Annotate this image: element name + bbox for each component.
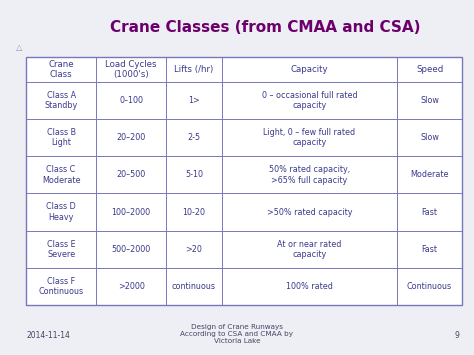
Text: Fast: Fast — [421, 208, 438, 217]
Text: >50% rated capacity: >50% rated capacity — [267, 208, 352, 217]
Text: Class C
Moderate: Class C Moderate — [42, 165, 80, 185]
Text: 5-10: 5-10 — [185, 170, 203, 179]
Text: 100–2000: 100–2000 — [111, 208, 151, 217]
Text: 20–500: 20–500 — [117, 170, 146, 179]
Text: Class A
Standby: Class A Standby — [45, 91, 78, 110]
Text: Fast: Fast — [421, 245, 438, 254]
Text: 0–100: 0–100 — [119, 96, 143, 105]
Text: Class B
Light: Class B Light — [46, 128, 76, 147]
Text: 100% rated: 100% rated — [286, 282, 333, 291]
Text: 10-20: 10-20 — [182, 208, 205, 217]
Text: Crane
Class: Crane Class — [48, 60, 74, 79]
Text: 50% rated capacity,
>65% full capacity: 50% rated capacity, >65% full capacity — [269, 165, 350, 185]
Text: 2-5: 2-5 — [187, 133, 201, 142]
Text: Class D
Heavy: Class D Heavy — [46, 202, 76, 222]
Text: 500–2000: 500–2000 — [111, 245, 151, 254]
Text: 2014-11-14: 2014-11-14 — [26, 331, 70, 340]
Text: At or near rated
capacity: At or near rated capacity — [277, 240, 342, 259]
Text: Class E
Severe: Class E Severe — [47, 240, 75, 259]
Text: Light, 0 – few full rated
capacity: Light, 0 – few full rated capacity — [264, 128, 356, 147]
Text: Speed: Speed — [416, 65, 443, 74]
Text: Slow: Slow — [420, 133, 439, 142]
Text: 0 – occasional full rated
capacity: 0 – occasional full rated capacity — [262, 91, 357, 110]
Text: Class F
Continuous: Class F Continuous — [38, 277, 83, 296]
Text: >20: >20 — [185, 245, 202, 254]
Text: 9: 9 — [455, 331, 460, 340]
Text: continuous: continuous — [172, 282, 216, 291]
Text: 20–200: 20–200 — [117, 133, 146, 142]
Text: Capacity: Capacity — [291, 65, 328, 74]
Text: Load Cycles
(1000's): Load Cycles (1000's) — [105, 60, 157, 79]
Text: Slow: Slow — [420, 96, 439, 105]
Text: Crane Classes (from CMAA and CSA): Crane Classes (from CMAA and CSA) — [110, 20, 421, 34]
Text: Moderate: Moderate — [410, 170, 449, 179]
Text: 1>: 1> — [188, 96, 200, 105]
Text: Design of Crane Runways
According to CSA and CMAA by
Victoria Lake: Design of Crane Runways According to CSA… — [181, 324, 293, 344]
Text: Lifts (/hr): Lifts (/hr) — [174, 65, 214, 74]
Text: △: △ — [16, 43, 22, 53]
Text: Continuous: Continuous — [407, 282, 452, 291]
Text: >2000: >2000 — [118, 282, 145, 291]
